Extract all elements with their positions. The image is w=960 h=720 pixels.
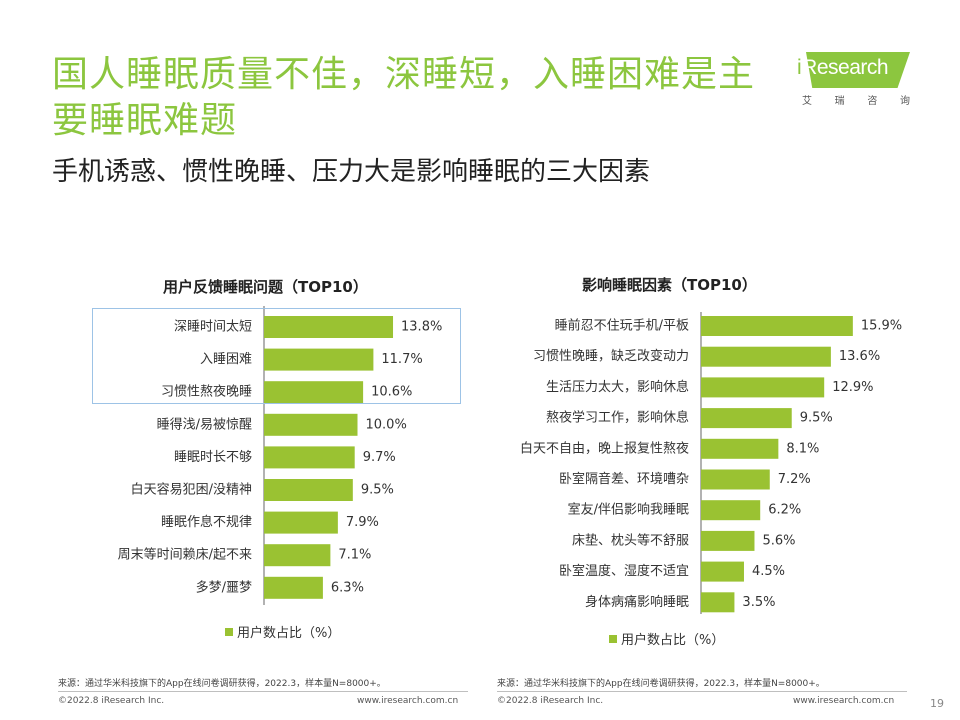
value-label: 6.3% [331, 580, 364, 595]
value-label: 15.9% [861, 319, 902, 334]
logo-research: Research [802, 56, 889, 79]
legend-label: 用户数占比（%） [621, 633, 725, 648]
bar [264, 576, 323, 599]
value-label: 12.9% [832, 380, 873, 395]
page-number: 19 [930, 697, 944, 710]
right-legend: 用户数占比（%） [609, 629, 724, 648]
legend-swatch [609, 634, 617, 643]
bar [701, 500, 761, 521]
category-label: 卧室隔音差、环境嘈杂 [559, 471, 689, 487]
category-label: 睡眠时长不够 [174, 450, 252, 465]
value-label: 3.5% [742, 595, 775, 610]
bar [264, 316, 394, 338]
value-label: 13.8% [401, 320, 442, 335]
category-label: 入睡困难 [200, 352, 252, 367]
bar [701, 316, 853, 336]
bar [701, 530, 755, 551]
bar [701, 438, 779, 459]
legend-label: 用户数占比（%） [237, 626, 341, 641]
category-label: 习惯性熬夜晚睡 [161, 384, 252, 400]
category-label: 睡前忍不住玩手机/平板 [555, 318, 689, 334]
right-copyright: ©2022.8 iResearch Inc. [497, 696, 604, 706]
bar [701, 346, 831, 367]
left-copyright: ©2022.8 iResearch Inc. [58, 696, 165, 706]
value-label: 9.5% [361, 483, 394, 498]
left-website: www.iresearch.com.cn [357, 696, 459, 706]
value-label: 9.7% [363, 450, 396, 465]
iresearch-logo: iResearch 艾 瑞 咨 询 [792, 48, 912, 108]
category-label: 睡得浅/易被惊醒 [157, 416, 252, 432]
category-label: 室友/伴侣影响我睡眠 [568, 502, 689, 518]
category-label: 床垫、枕头等不舒服 [572, 532, 689, 548]
right-footer-divider [497, 691, 907, 692]
value-label: 4.5% [752, 564, 785, 579]
value-label: 10.0% [366, 417, 407, 432]
right-source-note: 来源：通过华米科技旗下的App在线问卷调研获得，2022.3，样本量N=8000… [497, 679, 825, 689]
category-label: 习惯性晚睡，缺乏改变动力 [533, 348, 689, 364]
category-label: 睡眠作息不规律 [161, 514, 252, 530]
left-legend: 用户数占比（%） [225, 622, 340, 641]
bar [264, 446, 355, 469]
logo-wordmark: iResearch [796, 56, 889, 80]
left-source-note: 来源：通过华米科技旗下的App在线问卷调研获得，2022.3，样本量N=8000… [58, 679, 386, 689]
value-label: 9.5% [800, 411, 833, 426]
top3-highlight-box [92, 308, 461, 404]
logo-sub-char: 询 [899, 96, 910, 107]
legend-swatch [225, 627, 233, 636]
category-label: 白天容易犯困/没精神 [131, 482, 252, 498]
page-subtitle: 手机诱惑、惯性晚睡、压力大是影响睡眠的三大因素 [52, 157, 651, 187]
value-label: 7.2% [778, 472, 811, 487]
page-title: 国人睡眠质量不佳，深睡短，入睡困难是主要睡眠难题 [52, 54, 756, 141]
category-label: 白天不自由，晚上报复性熬夜 [520, 440, 689, 456]
bar [701, 561, 744, 582]
value-label: 7.9% [346, 515, 379, 530]
category-label: 多梦/噩梦 [196, 579, 252, 595]
logo-sub-char: 瑞 [834, 96, 845, 107]
category-label: 生活压力太大，影响休息 [546, 379, 689, 395]
logo-background [806, 52, 910, 88]
bar [264, 348, 374, 371]
bar [701, 377, 825, 398]
value-label: 8.1% [786, 441, 819, 456]
bar [701, 408, 792, 429]
value-label: 13.6% [839, 349, 880, 364]
logo-sub-char: 艾 [802, 96, 812, 107]
value-label: 6.2% [768, 503, 801, 518]
category-label: 深睡时间太短 [174, 320, 252, 335]
right-website: www.iresearch.com.cn [793, 696, 895, 706]
category-label: 卧室温度、湿度不适宜 [559, 563, 689, 579]
left-footer-divider [58, 691, 468, 692]
bar [264, 544, 331, 567]
logo-sub-char: 咨 [867, 96, 878, 107]
logo-subtitle: 艾 瑞 咨 询 [802, 92, 910, 107]
right-chart-title: 影响睡眠因素（TOP10） [582, 276, 757, 294]
bar [264, 381, 364, 404]
value-label: 7.1% [338, 548, 371, 563]
bar [701, 592, 735, 613]
category-label: 周末等时间赖床/起不来 [118, 547, 252, 563]
category-label: 熬夜学习工作，影响休息 [546, 410, 689, 426]
left-chart-title: 用户反馈睡眠问题（TOP10） [163, 278, 368, 296]
logo-i: i [796, 56, 803, 79]
category-label: 身体病痛影响睡眠 [585, 594, 689, 610]
bar [264, 511, 338, 534]
value-label: 5.6% [762, 533, 795, 548]
bar [264, 413, 358, 436]
bar [701, 469, 770, 490]
bar [264, 479, 353, 501]
value-label: 10.6% [371, 385, 412, 400]
value-label: 11.7% [381, 352, 422, 367]
